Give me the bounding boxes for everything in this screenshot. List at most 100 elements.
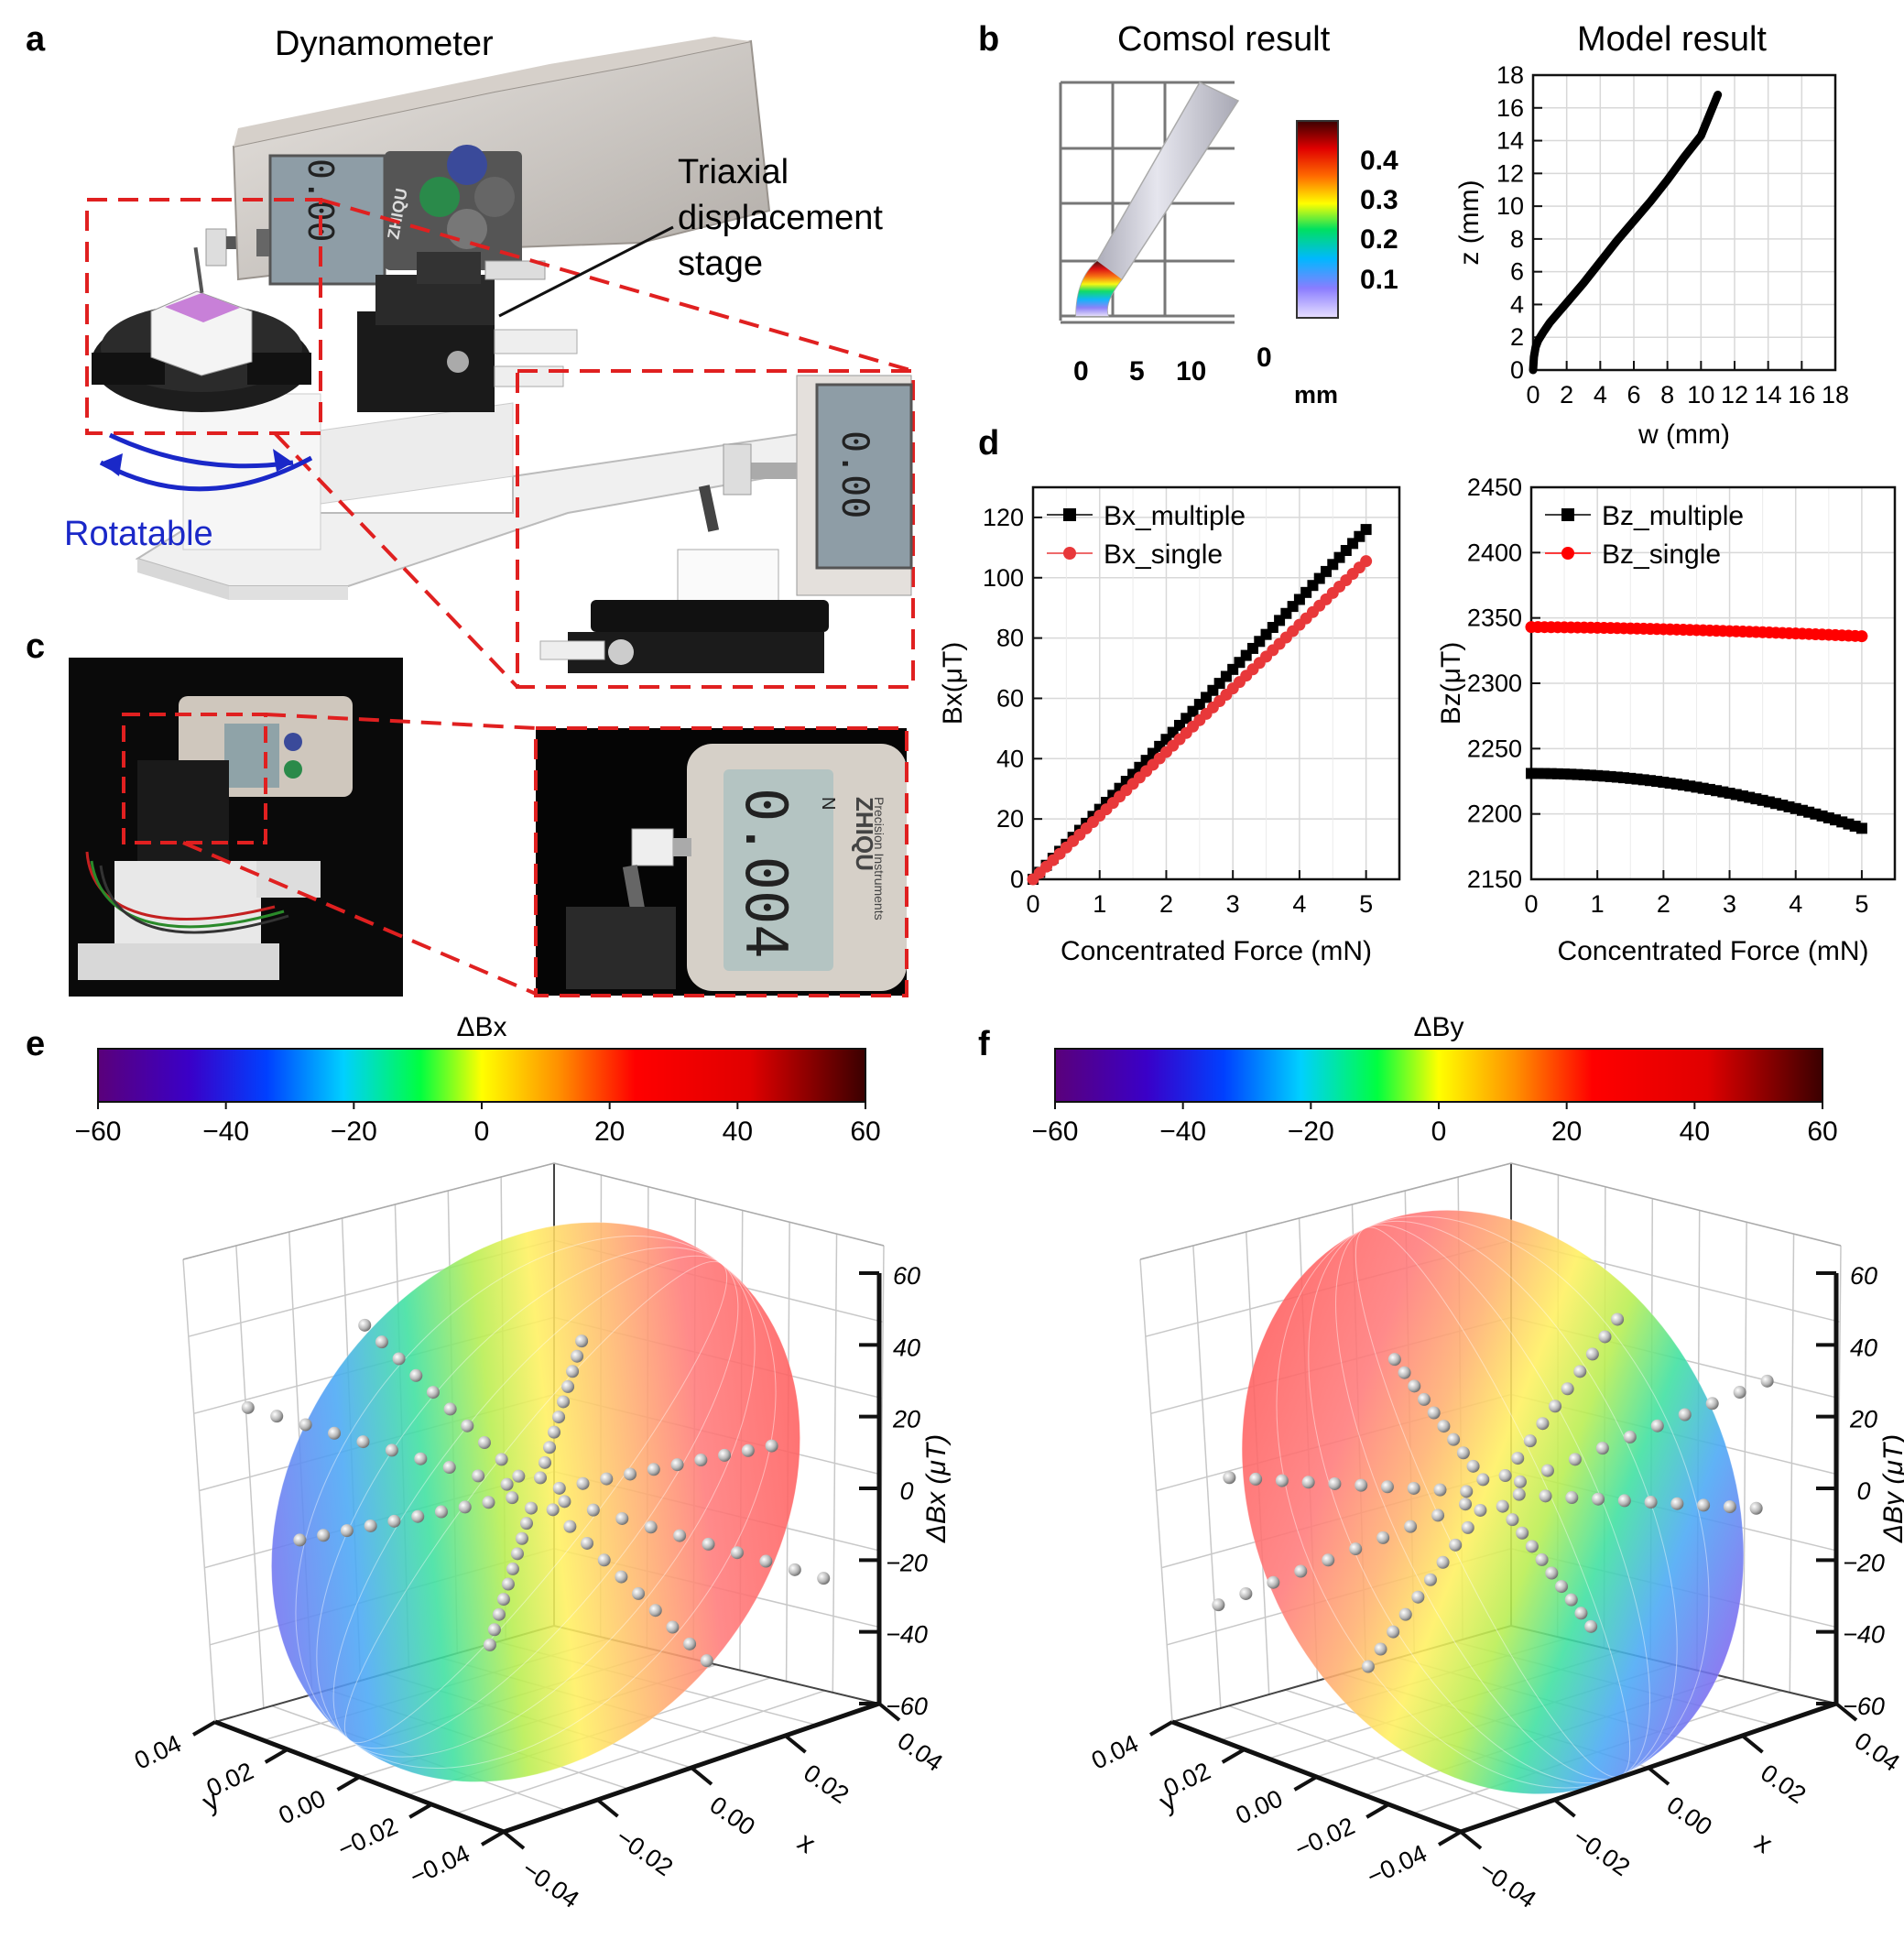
data-point [458, 1500, 472, 1514]
z-tick-label: 60 [1850, 1262, 1877, 1290]
comsol-xtick-10: 10 [1176, 356, 1206, 387]
data-point [492, 1607, 506, 1621]
data-point [1733, 1386, 1746, 1400]
x-tick-label: 14 [1755, 381, 1782, 408]
colorbar-tick-label: 20 [594, 1117, 625, 1147]
data-point [576, 1476, 590, 1490]
data-point [1574, 1607, 1588, 1620]
y-tick [1221, 1748, 1246, 1764]
data-point [241, 1400, 255, 1414]
x-tick-label: −0.04 [517, 1855, 584, 1913]
data-point [1512, 1487, 1526, 1501]
data-point [788, 1563, 801, 1576]
panel-label-d: d [978, 424, 999, 463]
data-point [270, 1410, 284, 1423]
surface-mesh [343, 1260, 728, 1744]
y-tick-label: 0.00 [275, 1784, 330, 1829]
y-tick-label: 10 [1496, 192, 1524, 220]
data-point [409, 1368, 423, 1382]
data-point [358, 1318, 372, 1332]
y-tick-label: 120 [983, 504, 1024, 531]
data-point [524, 1501, 538, 1515]
data-point [581, 1536, 594, 1550]
y-tick-label: 14 [1496, 127, 1524, 155]
data-point [1617, 1494, 1631, 1508]
data-point [548, 1425, 561, 1439]
y-tick-label: 2400 [1467, 539, 1522, 566]
data-point [1459, 1498, 1473, 1511]
x-tick-label: 4 [1789, 890, 1802, 918]
data-point [387, 1514, 401, 1528]
data-point [1433, 1483, 1447, 1497]
data-point [1398, 1607, 1412, 1621]
y-tick-label: 100 [983, 564, 1024, 592]
y-tick-label: −0.04 [406, 1839, 474, 1890]
data-point [624, 1467, 637, 1481]
data-point [1355, 1478, 1368, 1492]
legend-label: Bx_multiple [1104, 501, 1246, 531]
bx-chart: 0 1 2 3 4 5 0 20 40 60 80 100 120 Bx_multiple Bx_singl… [938, 485, 1401, 966]
photo-c-inset-device: 0.004 N ZHIQU Precision Instruments [566, 744, 907, 991]
comsol-colorbar [1296, 120, 1339, 319]
colorbar-zero: 0 [1257, 343, 1272, 373]
surface-mesh [332, 1255, 739, 1749]
y-tick-label: 0.04 [130, 1729, 185, 1774]
data-point [1611, 1313, 1625, 1326]
x-axis-label: Concentrated Force (mN) [1557, 936, 1868, 966]
z-axis-label: ΔBx (μT) [921, 1434, 952, 1543]
triaxial-stage [357, 311, 495, 412]
data-point [730, 1546, 744, 1560]
legend-marker [1063, 508, 1076, 521]
data-point [483, 1638, 496, 1651]
x-tick-label: 1 [1093, 890, 1106, 918]
y-tick-label: 20 [996, 805, 1024, 833]
colorbar-title: ΔBy [1413, 1012, 1463, 1042]
data-point [317, 1529, 331, 1542]
data-point [1361, 1660, 1375, 1673]
data-point [1449, 1538, 1463, 1552]
data-point [1561, 1382, 1574, 1396]
data-point [482, 1496, 495, 1509]
x-tick-label: 12 [1721, 381, 1748, 408]
colorbar-tick-0.2: 0.2 [1360, 224, 1398, 255]
data-point [1249, 1472, 1263, 1486]
data-point [1408, 1379, 1421, 1393]
y-tick [408, 1803, 433, 1819]
data-point [495, 1453, 508, 1466]
x-tick-label: 2 [1159, 890, 1173, 918]
data-point [1301, 1476, 1315, 1489]
rotate-arrow-bottom [99, 455, 313, 492]
data-point [1644, 1496, 1658, 1509]
data-point [512, 1469, 526, 1483]
data-point [1275, 1474, 1289, 1487]
data-point [1568, 1453, 1582, 1466]
z-tick-label: 40 [1850, 1334, 1877, 1361]
data-point [1328, 1476, 1342, 1490]
y-tick-label: 80 [996, 625, 1024, 652]
data-point [1539, 1489, 1552, 1503]
data-point [392, 1352, 406, 1366]
data-point [694, 1454, 708, 1467]
data-point [375, 1335, 388, 1349]
data-point [571, 1349, 584, 1363]
data-point [1555, 1580, 1569, 1594]
y-tick-label: 0 [1010, 866, 1024, 893]
x-tick-label: 3 [1226, 890, 1240, 918]
data-point [759, 1554, 773, 1568]
y-tick [480, 1830, 506, 1846]
data-point [1423, 1573, 1437, 1586]
colorbar-tick-0.4: 0.4 [1360, 146, 1398, 176]
x-tick-label: −0.04 [1474, 1855, 1541, 1913]
data-point [673, 1529, 687, 1542]
x-tick-label: 3 [1723, 890, 1736, 918]
legend-label: Bz_multiple [1602, 501, 1744, 531]
data-point [510, 1547, 524, 1561]
y-tick-label: 2150 [1467, 866, 1522, 893]
data-point [506, 1491, 519, 1505]
x-tick-label: 0.02 [799, 1759, 854, 1809]
y-tick-label: 0.04 [1087, 1729, 1142, 1774]
data-point [644, 1520, 658, 1534]
y-tick-label: 40 [996, 745, 1024, 772]
